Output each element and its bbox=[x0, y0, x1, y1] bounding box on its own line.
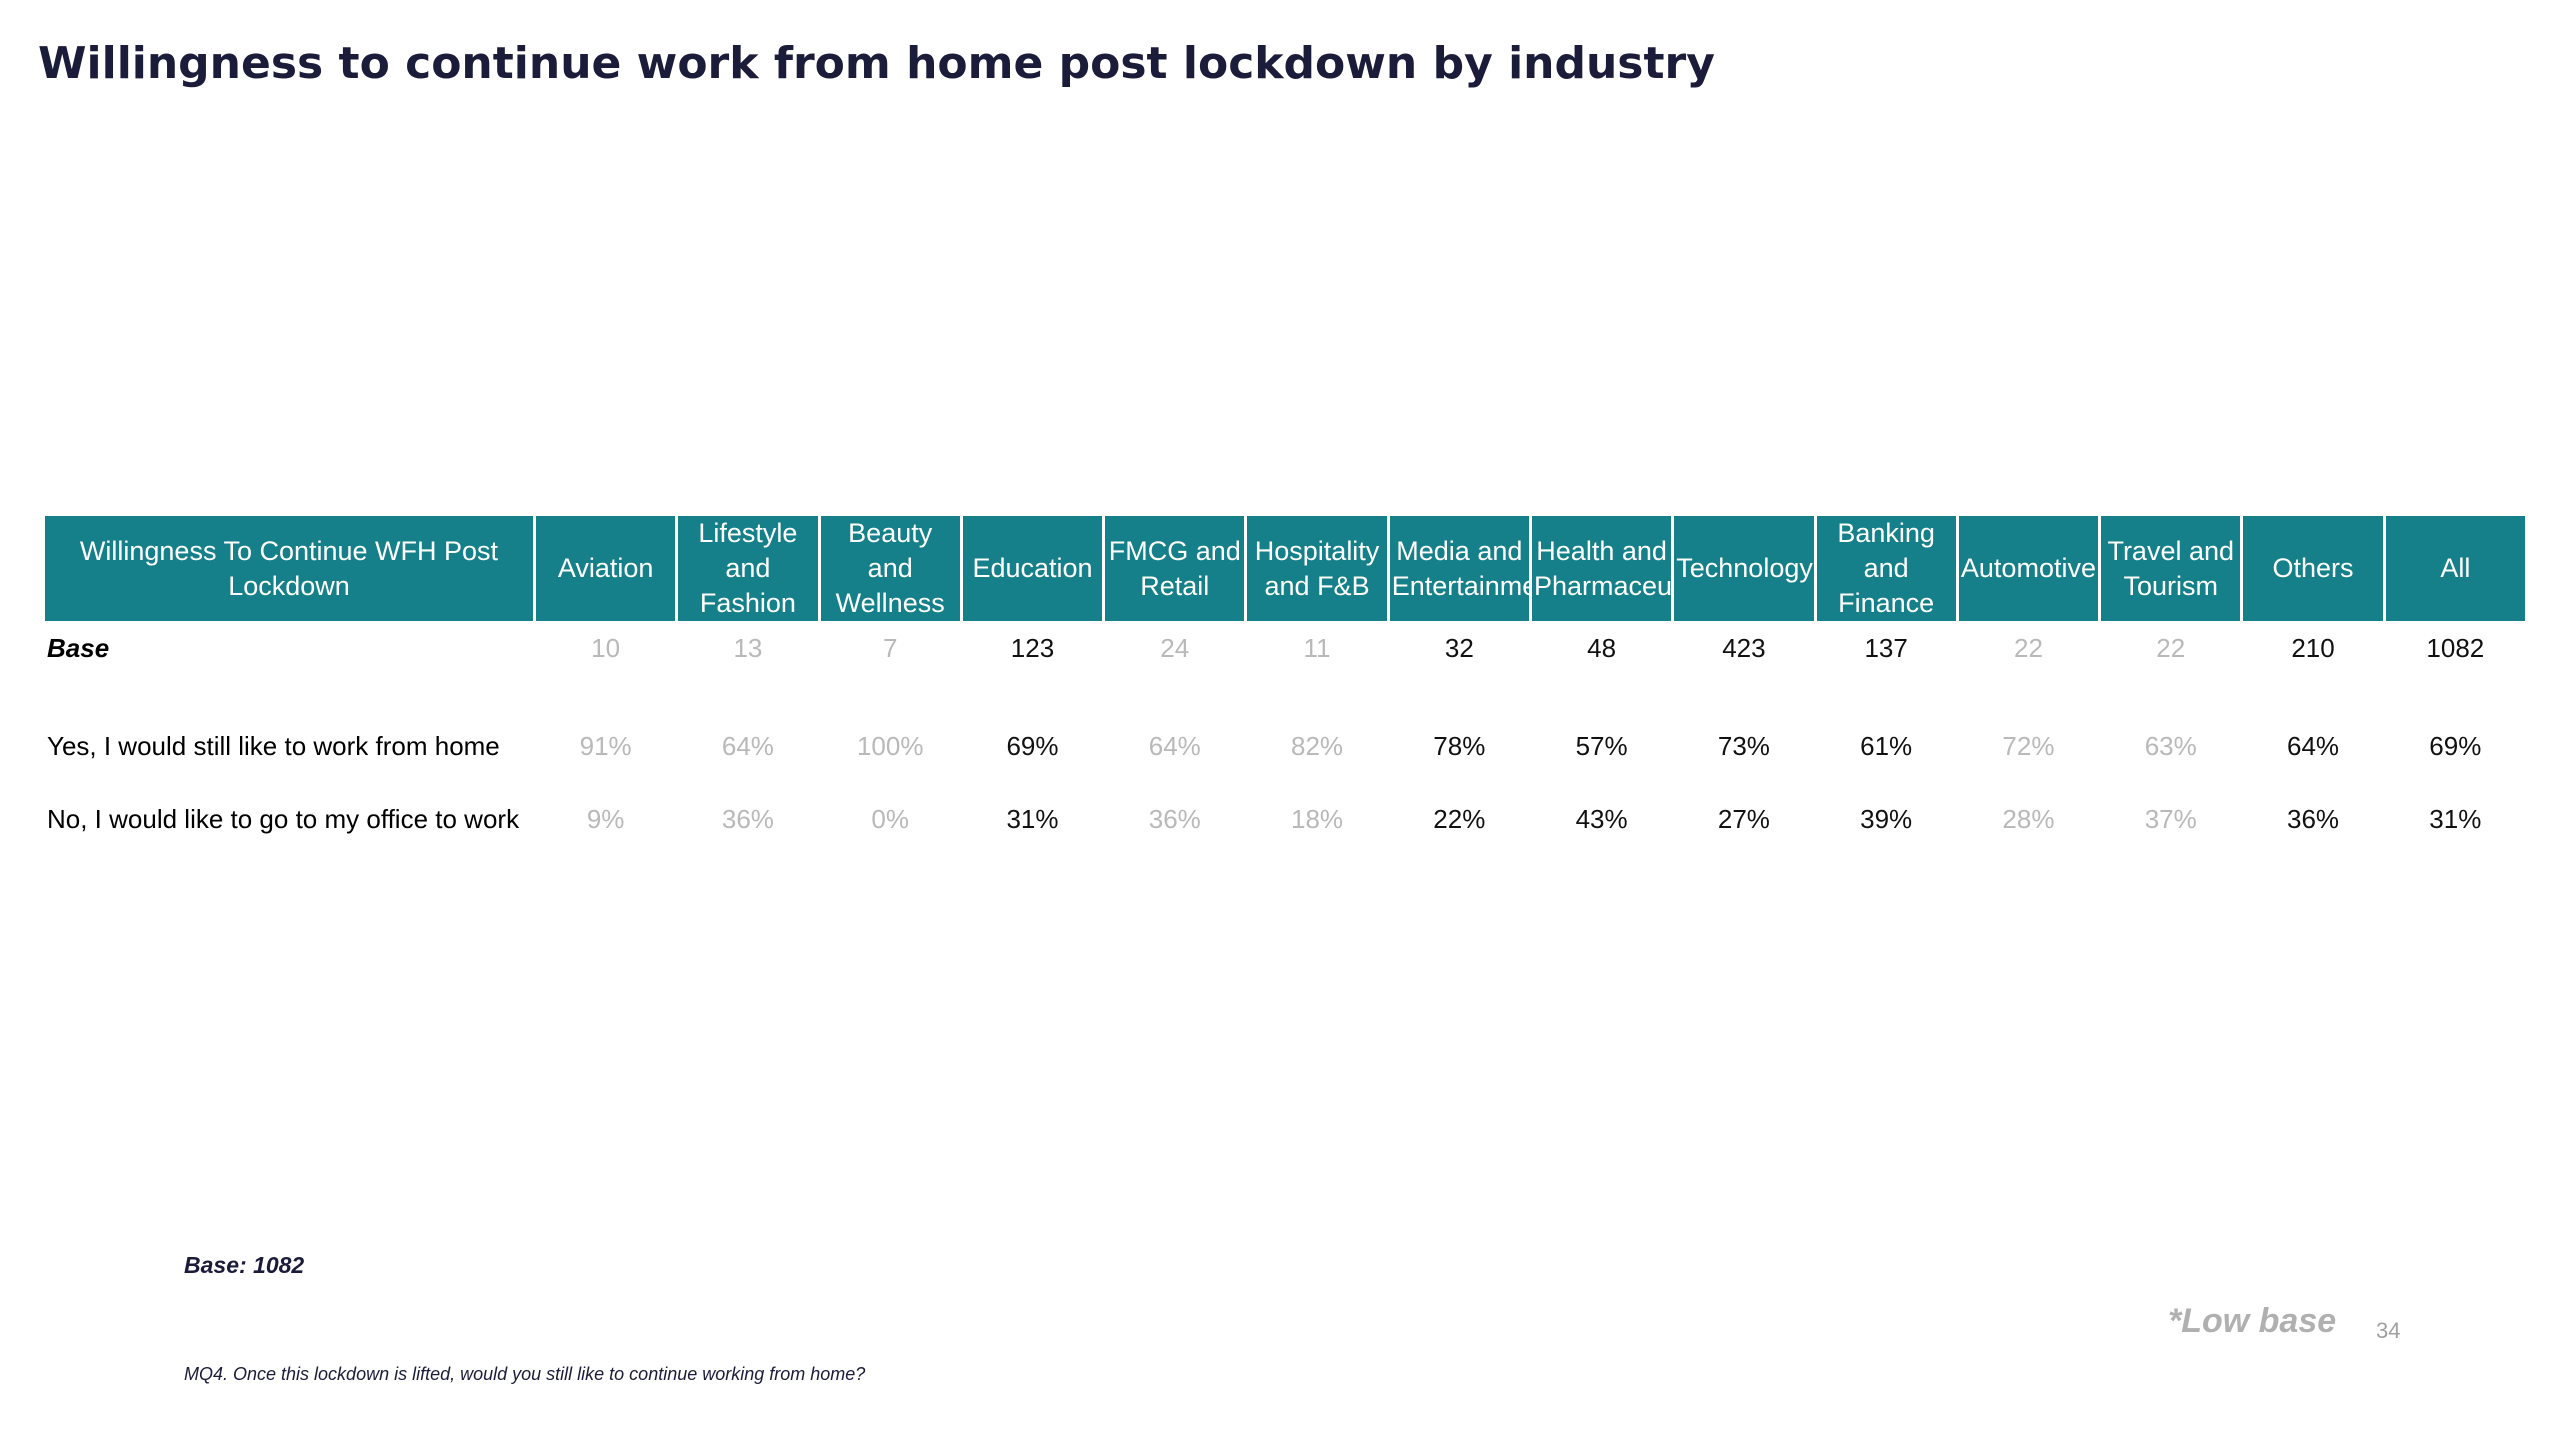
table-cell: 64% bbox=[1148, 730, 1201, 761]
table-row: No, I would like to go to my office to w… bbox=[45, 775, 2525, 863]
table-cell: 9% bbox=[586, 803, 625, 834]
table-cell: 22 bbox=[2013, 632, 2043, 663]
table-cell: 73% bbox=[1717, 730, 1770, 761]
table-cell: 22% bbox=[1433, 803, 1486, 834]
table-cell: 28% bbox=[2002, 803, 2055, 834]
column-header: Travel and Tourism bbox=[2101, 516, 2241, 621]
table-row: Base 10 13 7 123 24 11 32 48 423 137 22 22 210 1082 bbox=[45, 621, 2525, 675]
table-cell: 22 bbox=[2156, 632, 2186, 663]
column-header: Others bbox=[2243, 516, 2383, 621]
low-base-note: *Low base bbox=[2168, 1302, 2337, 1340]
page-title: Willingness to continue work from home p… bbox=[38, 38, 1715, 89]
table-cell: 39% bbox=[1860, 803, 1913, 834]
table-cell: 7 bbox=[882, 632, 898, 663]
table-cell: 36% bbox=[1148, 803, 1201, 834]
column-header: Banking and Finance bbox=[1816, 516, 1956, 621]
table-cell: 36% bbox=[721, 803, 774, 834]
column-header: Lifestyle and Fashion bbox=[678, 516, 818, 621]
table-cell: 48 bbox=[1587, 632, 1617, 663]
table-header-row: Willingness To Continue WFH Post Lockdow… bbox=[45, 516, 2525, 621]
table-row: Yes, I would still like to work from hom… bbox=[45, 717, 2525, 775]
table-cell: 423 bbox=[1722, 632, 1766, 663]
row-header-cell: Willingness To Continue WFH Post Lockdow… bbox=[45, 516, 533, 621]
table-cell: 1082 bbox=[2426, 632, 2485, 663]
question-footnote: MQ4. Once this lockdown is lifted, would… bbox=[184, 1364, 866, 1384]
table-cell: 10 bbox=[591, 632, 621, 663]
table-cell: 27% bbox=[1717, 803, 1770, 834]
row-label: Yes, I would still like to work from hom… bbox=[47, 731, 500, 761]
table-cell: 57% bbox=[1575, 730, 1628, 761]
table-cell: 78% bbox=[1433, 730, 1486, 761]
column-header: Media and Entertainment bbox=[1389, 516, 1529, 621]
table-cell: 31% bbox=[1006, 803, 1059, 834]
table-cell: 0% bbox=[871, 803, 909, 834]
table-cell: 63% bbox=[2144, 730, 2197, 761]
table-cell: 24 bbox=[1160, 632, 1190, 663]
row-label: Base bbox=[47, 633, 110, 663]
table-cell: 61% bbox=[1860, 730, 1913, 761]
table-cell: 31% bbox=[2429, 803, 2482, 834]
column-header: FMCG and Retail bbox=[1105, 516, 1245, 621]
table-cell: 69% bbox=[1006, 730, 1059, 761]
column-header: Technology bbox=[1674, 516, 1814, 621]
table-cell: 123 bbox=[1010, 632, 1055, 663]
table-cell: 64% bbox=[2286, 730, 2340, 761]
table-cell: 18% bbox=[1291, 803, 1344, 834]
column-header: Automotive bbox=[1958, 516, 2099, 621]
table-cell: 72% bbox=[2002, 730, 2055, 761]
table-cell: 69% bbox=[2429, 730, 2482, 761]
table-cell: 37% bbox=[2144, 803, 2197, 834]
table-cell: 11 bbox=[1303, 632, 1331, 663]
spacer-row bbox=[45, 675, 2525, 717]
row-label: No, I would like to go to my office to w… bbox=[47, 804, 520, 834]
column-header: Education bbox=[962, 516, 1103, 621]
table-cell: 64% bbox=[721, 730, 774, 761]
column-header: Beauty and Wellness bbox=[820, 516, 960, 621]
table-cell: 82% bbox=[1291, 730, 1344, 761]
column-header: All bbox=[2385, 516, 2525, 621]
table-cell: 137 bbox=[1864, 632, 1908, 663]
table-cell: 91% bbox=[579, 730, 632, 761]
column-header: Aviation bbox=[536, 516, 676, 621]
table-cell: 210 bbox=[2291, 632, 2335, 663]
column-header: Health and Pharmaceuticals bbox=[1531, 516, 1672, 621]
table-cell: 100% bbox=[856, 730, 924, 761]
industry-table: Willingness To Continue WFH Post Lockdow… bbox=[42, 516, 2528, 863]
table-cell: 13 bbox=[733, 632, 763, 663]
base-note: Base: 1082 bbox=[184, 1252, 305, 1278]
table-cell: 32 bbox=[1444, 632, 1474, 663]
column-header: Hospitality and F&B bbox=[1247, 516, 1387, 621]
page-number: 34 bbox=[2376, 1318, 2401, 1343]
table-cell: 36% bbox=[2286, 803, 2340, 834]
table-cell: 43% bbox=[1575, 803, 1628, 834]
